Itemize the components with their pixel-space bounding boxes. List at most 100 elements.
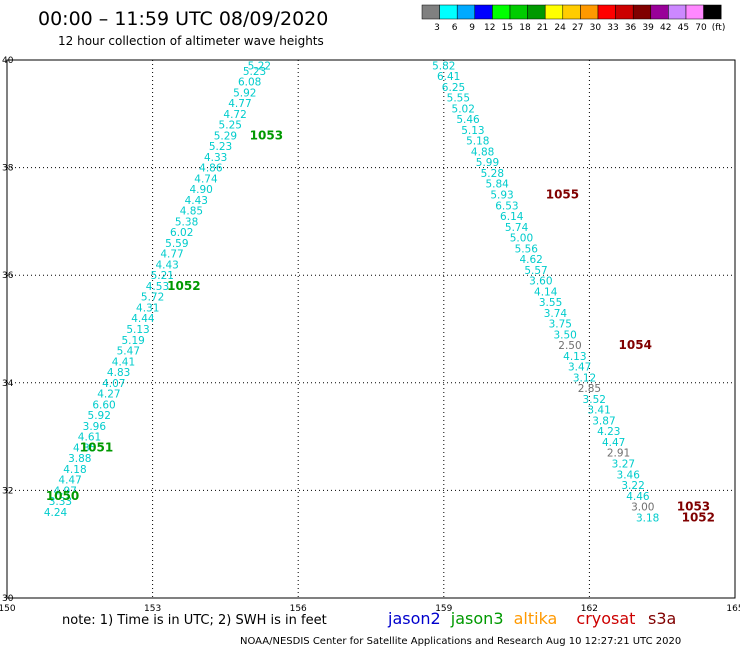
colorbar-swatch (632, 4, 652, 20)
swh-point-label: 4.07 (102, 378, 125, 390)
colorbar-label: 27 (572, 23, 583, 33)
x-tick-label: 165 (726, 604, 740, 614)
swh-point-label: 3.18 (636, 512, 659, 524)
swh-point-label: 5.13 (461, 125, 484, 137)
track-id-label: 1050 (46, 489, 79, 503)
track-id-label: 1053 (250, 128, 283, 142)
colorbar-swatch (421, 4, 440, 20)
swh-point-label: 6.60 (92, 399, 115, 411)
swh-point-label: 6.08 (238, 77, 261, 89)
swh-point-label: 4.47 (58, 475, 81, 487)
colorbar-swatch (703, 4, 722, 20)
swh-point-label: 4.24 (44, 507, 68, 519)
colorbar-label: 70 (695, 23, 707, 33)
colorbar-label: (ft) (712, 23, 726, 33)
colorbar-swatch (456, 4, 476, 20)
colorbar: 3 6 9 12 15 18 21 24 27 30 33 36 39 42 45 70 (ft) (421, 4, 726, 33)
swh-point-label: 3.22 (621, 480, 644, 492)
swh-point-label: 5.47 (117, 346, 140, 358)
y-tick-label: 38 (2, 164, 14, 174)
colorbar-swatch (527, 4, 546, 20)
y-tick-label: 32 (2, 486, 13, 496)
colorbar-label: 12 (484, 23, 495, 33)
chart-title: 00:00 – 11:59 UTC 08/09/2020 (38, 8, 328, 30)
swh-point-label: 4.44 (131, 313, 155, 325)
swh-point-label: 4.43 (185, 195, 208, 207)
colorbar-swatch (668, 4, 687, 20)
colorbar-swatch (597, 4, 616, 20)
y-tick-label: 34 (2, 379, 14, 389)
swh-point-label: 4.27 (97, 389, 120, 401)
swh-point-label: 3.74 (544, 308, 568, 320)
swh-point-label: 5.55 (447, 93, 470, 105)
swh-point-label: 5.59 (165, 238, 188, 250)
satellite-legend-s3a: s3a (648, 609, 676, 628)
swh-point-label: 3.96 (83, 421, 107, 433)
axes: 150 153 156 159 162 165 30 32 34 36 38 40 (0, 56, 740, 614)
x-tick-label: 159 (435, 604, 452, 614)
swh-point-label: 5.02 (452, 103, 475, 115)
swh-point-label: 5.93 (490, 190, 513, 202)
swh-point-label: 5.28 (481, 168, 504, 180)
swh-point-label: 4.88 (471, 146, 494, 158)
colorbar-swatch (439, 4, 458, 20)
swh-point-label: 4.13 (563, 351, 586, 363)
swh-point-label: 5.13 (126, 324, 149, 336)
note-text: note: 1) Time is in UTC; 2) SWH is in fe… (62, 613, 327, 628)
colorbar-swatch (474, 4, 493, 20)
satellite-legend-cryosat: cryosat (576, 609, 635, 628)
track-id-label: 1055 (546, 188, 579, 202)
swh-point-label: 4.77 (228, 98, 251, 110)
satellite-legend-jason2: jason2 (387, 609, 441, 628)
track-id-label: 1053 (677, 500, 710, 514)
swh-point-label: 4.83 (107, 367, 130, 379)
swh-point-label: 5.84 (485, 179, 509, 191)
swh-point-label: 4.74 (194, 173, 218, 185)
swh-point-label: 4.72 (223, 109, 246, 121)
satellite-legend-altika: altika (514, 609, 558, 628)
swh-point-label: 3.52 (583, 394, 606, 406)
swh-point-label: 4.86 (199, 163, 223, 175)
colorbar-swatch (492, 4, 511, 20)
swh-point-label: 4.47 (602, 437, 625, 449)
swh-point-label: 4.23 (597, 426, 620, 438)
track-id-label: 1052 (682, 510, 715, 524)
colorbar-label: 6 (452, 23, 458, 33)
swh-point-label: 6.53 (495, 200, 518, 212)
satellite-legend-jason3: jason3 (450, 609, 504, 628)
swh-point-label: 6.41 (437, 71, 460, 83)
colorbar-label: 30 (590, 23, 602, 33)
swh-point-label: 5.82 (432, 60, 455, 72)
swh-point-label: 5.18 (466, 136, 489, 148)
colorbar-label: 42 (660, 23, 671, 33)
swh-point-label: 5.56 (515, 243, 539, 255)
swh-point-label: 5.92 (233, 87, 256, 99)
swh-point-label: 5.19 (121, 335, 144, 347)
data-points: 5.225.236.085.924.774.725.255.295.234.33… (44, 60, 715, 524)
swh-point-label: 4.90 (189, 184, 212, 196)
swh-point-label: 3.87 (592, 415, 615, 427)
swh-point-label: 5.22 (248, 60, 271, 72)
y-tick-label: 30 (2, 594, 14, 604)
track-id-label: 1051 (80, 440, 113, 454)
colorbar-label: 3 (434, 23, 440, 33)
plot-frame (6, 59, 736, 599)
y-tick-label: 40 (2, 56, 14, 66)
swh-point-label: 6.02 (170, 227, 193, 239)
swh-point-label: 3.55 (539, 297, 562, 309)
swh-point-label: 3.75 (549, 319, 572, 331)
colorbar-label: 24 (554, 23, 566, 33)
swh-point-label: 4.77 (160, 249, 183, 261)
colorbar-label: 33 (607, 23, 618, 33)
swh-point-label: 5.21 (151, 270, 174, 282)
colorbar-swatch (685, 4, 704, 20)
swh-point-label: 4.41 (112, 356, 135, 368)
swh-point-label: 4.31 (136, 302, 159, 314)
chart-subtitle: 12 hour collection of altimeter wave hei… (58, 34, 324, 48)
swh-point-label: 3.47 (568, 362, 591, 374)
swh-point-label: 5.38 (175, 216, 198, 228)
colorbar-label: 18 (519, 23, 531, 33)
swh-point-label: 5.23 (209, 141, 232, 153)
swh-point-label: 3.27 (612, 459, 635, 471)
swh-point-label: 5.23 (243, 66, 266, 78)
